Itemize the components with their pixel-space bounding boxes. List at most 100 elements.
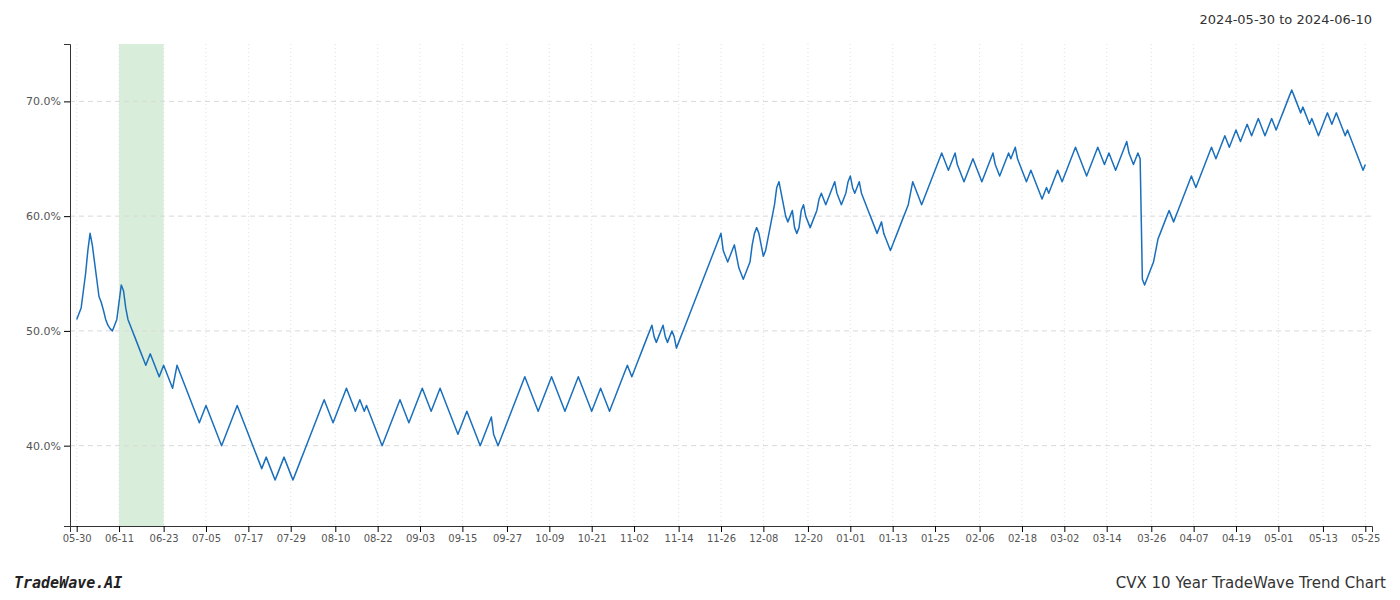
x-tick: 05-13 bbox=[1309, 526, 1338, 544]
x-tick-label: 05-13 bbox=[1309, 533, 1338, 544]
x-tick: 08-10 bbox=[321, 526, 350, 544]
highlight-span bbox=[119, 44, 164, 526]
x-tick-label: 07-29 bbox=[277, 533, 306, 544]
x-tick-label: 08-10 bbox=[321, 533, 350, 544]
y-grid-line bbox=[70, 330, 1372, 331]
x-tick-mark bbox=[808, 526, 809, 532]
x-tick-mark bbox=[850, 526, 851, 532]
x-tick: 08-22 bbox=[364, 526, 393, 544]
annotation: TradeWave.AI bbox=[14, 574, 122, 592]
x-grid-line bbox=[290, 44, 291, 526]
x-tick-mark bbox=[248, 526, 249, 532]
x-tick: 06-11 bbox=[105, 526, 134, 544]
x-grid-line bbox=[935, 44, 936, 526]
x-grid-line bbox=[634, 44, 635, 526]
x-tick: 07-29 bbox=[277, 526, 306, 544]
y-tick-label: 70.0% bbox=[26, 95, 61, 108]
x-tick-label: 11-14 bbox=[665, 533, 694, 544]
x-tick-label: 12-20 bbox=[794, 533, 823, 544]
x-tick: 06-23 bbox=[150, 526, 179, 544]
x-tick-mark bbox=[980, 526, 981, 532]
x-tick: 01-25 bbox=[921, 526, 950, 544]
y-tick: 40.0% bbox=[26, 440, 70, 453]
x-tick: 09-03 bbox=[406, 526, 435, 544]
x-tick: 11-02 bbox=[620, 526, 649, 544]
x-tick-mark bbox=[420, 526, 421, 532]
y-tick: 70.0% bbox=[26, 95, 70, 108]
y-grid-line bbox=[70, 101, 1372, 102]
x-tick-label: 09-03 bbox=[406, 533, 435, 544]
x-tick-label: 08-22 bbox=[364, 533, 393, 544]
plot-area bbox=[70, 44, 1372, 526]
x-grid-line bbox=[377, 44, 378, 526]
x-grid-line bbox=[549, 44, 550, 526]
x-tick: 11-26 bbox=[707, 526, 736, 544]
y-tick-label: 40.0% bbox=[26, 440, 61, 453]
y-tick: 60.0% bbox=[26, 210, 70, 223]
x-tick-mark bbox=[119, 526, 120, 532]
x-grid-line bbox=[506, 44, 507, 526]
x-tick: 04-07 bbox=[1180, 526, 1209, 544]
x-tick-mark bbox=[462, 526, 463, 532]
x-tick-label: 06-23 bbox=[150, 533, 179, 544]
x-tick: 02-18 bbox=[1008, 526, 1037, 544]
x-tick-mark bbox=[1107, 526, 1108, 532]
x-tick: 10-09 bbox=[535, 526, 564, 544]
x-tick-mark bbox=[507, 526, 508, 532]
x-tick-mark bbox=[1278, 526, 1279, 532]
x-tick-label: 11-02 bbox=[620, 533, 649, 544]
x-grid-line bbox=[591, 44, 592, 526]
title: CVX 10 Year TradeWave Trend Chart bbox=[1116, 574, 1386, 592]
x-grid-line bbox=[1236, 44, 1237, 526]
x-tick: 05-30 bbox=[63, 526, 92, 544]
x-tick-mark bbox=[634, 526, 635, 532]
chart-container: 05-30 06-11 06-23 07-05 07-17 07-29 08-10 08-22… bbox=[0, 0, 1400, 600]
chart-svg: 05-30 06-11 06-23 07-05 07-17 07-29 08-10 08-22… bbox=[0, 0, 1400, 600]
x-tick-label: 02-06 bbox=[966, 533, 995, 544]
x-grid-line bbox=[892, 44, 893, 526]
x-grid-line bbox=[1365, 44, 1366, 526]
x-tick: 12-08 bbox=[749, 526, 778, 544]
x-tick-label: 05-30 bbox=[63, 533, 92, 544]
x-tick-mark bbox=[679, 526, 680, 532]
y-tick-mark bbox=[64, 216, 70, 217]
x-grid-line bbox=[462, 44, 463, 526]
x-grid-line bbox=[979, 44, 980, 526]
x-tick-mark bbox=[378, 526, 379, 532]
x-grid-line bbox=[119, 44, 120, 526]
x-tick-mark bbox=[549, 526, 550, 532]
x-tick-label: 07-05 bbox=[192, 533, 221, 544]
x-grid-line bbox=[1193, 44, 1194, 526]
x-axis-line bbox=[71, 527, 1373, 533]
y-tick: 50.0% bbox=[26, 325, 70, 338]
y-tick-label: 60.0% bbox=[26, 210, 61, 223]
x-tick-label: 05-01 bbox=[1264, 533, 1293, 544]
x-grid-line bbox=[1106, 44, 1107, 526]
x-tick-mark bbox=[291, 526, 292, 532]
x-tick: 07-17 bbox=[234, 526, 263, 544]
x-grid-line bbox=[763, 44, 764, 526]
y-axis-line bbox=[64, 45, 71, 527]
x-tick-mark bbox=[1365, 526, 1366, 532]
x-tick-label: 01-25 bbox=[921, 533, 950, 544]
x-tick: 09-27 bbox=[493, 526, 522, 544]
x-tick-mark bbox=[893, 526, 894, 532]
x-tick-mark bbox=[592, 526, 593, 532]
background bbox=[0, 0, 1400, 600]
x-tick-label: 09-27 bbox=[493, 533, 522, 544]
x-grid-line bbox=[1151, 44, 1152, 526]
x-tick-mark bbox=[77, 526, 78, 532]
x-tick-label: 06-11 bbox=[105, 533, 134, 544]
x-grid-line bbox=[850, 44, 851, 526]
x-tick-label: 01-01 bbox=[836, 533, 865, 544]
x-tick-label: 12-08 bbox=[749, 533, 778, 544]
x-grid-line bbox=[248, 44, 249, 526]
subtitle: 2024-05-30 to 2024-06-10 bbox=[1200, 12, 1372, 27]
x-axis: 05-30 06-11 06-23 07-05 07-17 07-29 08-10 08-22… bbox=[63, 526, 1381, 544]
x-grid-line bbox=[205, 44, 206, 526]
x-tick-label: 03-14 bbox=[1093, 533, 1122, 544]
y-tick-mark bbox=[64, 101, 70, 102]
y-axis: 40.0% 50.0% 60.0% 70.0% bbox=[26, 45, 70, 527]
x-tick: 03-26 bbox=[1137, 526, 1166, 544]
x-grid-line bbox=[1064, 44, 1065, 526]
